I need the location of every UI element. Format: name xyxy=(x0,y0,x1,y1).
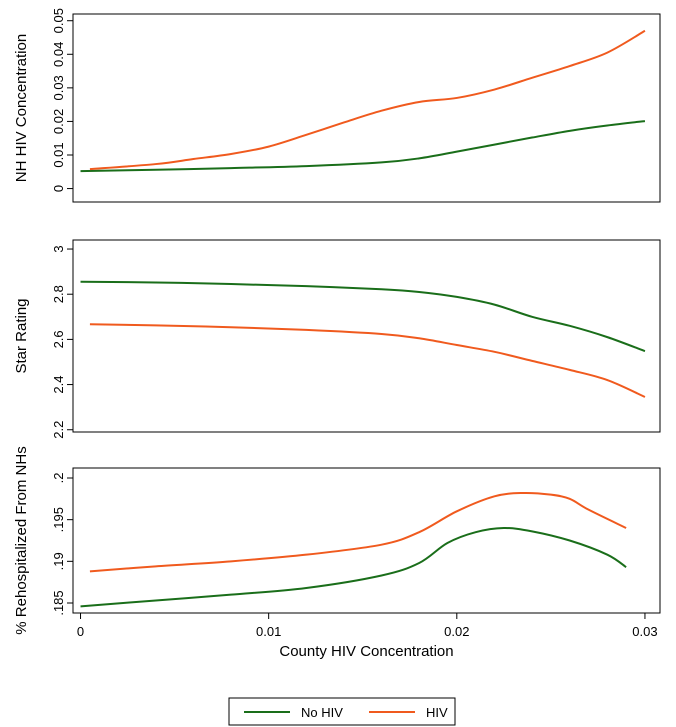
series-line-no-hiv xyxy=(80,280,646,353)
series-layer xyxy=(80,280,646,398)
series-line-hiv xyxy=(89,323,646,398)
y-tick-label: .2 xyxy=(51,473,66,484)
panel-star-rating: 2.2 2.4 2.6 2.8 3 Star Rating xyxy=(13,239,661,439)
y-tick-label: 2.6 xyxy=(51,330,66,348)
legend-label-no-hiv: No HIV xyxy=(301,705,343,720)
legend: No HIV HIV xyxy=(228,697,456,726)
y-tick-label: 0.03 xyxy=(51,75,66,100)
x-axis-label: County HIV Concentration xyxy=(279,643,453,660)
x-axis: 0 0.01 0.02 0.03 xyxy=(77,613,658,639)
panel-frame xyxy=(72,13,661,203)
x-tick-label: 0.03 xyxy=(632,624,657,639)
x-tick-label: 0.01 xyxy=(256,624,281,639)
y-tick-label: .195 xyxy=(51,507,66,532)
x-tick-label: 0 xyxy=(77,624,84,639)
y-tick-label: 0.04 xyxy=(51,42,66,67)
panel-rehospitalized: .185 .19 .195 .2 0 0.01 0.02 0.03 % Rehospital… xyxy=(13,446,661,660)
y-tick-label: 0.02 xyxy=(51,109,66,134)
series-layer xyxy=(80,29,646,173)
y-tick-label: 2.8 xyxy=(51,285,66,303)
series-line-hiv xyxy=(89,29,646,171)
y-tick-label: 0 xyxy=(51,185,66,192)
y-axis: .185 .19 .195 .2 xyxy=(51,473,73,616)
series-line-no-hiv xyxy=(80,526,627,608)
legend-label-hiv: HIV xyxy=(426,705,448,720)
y-tick-label: 0.01 xyxy=(51,142,66,167)
panel-frame xyxy=(72,467,661,614)
y-axis-label: Star Rating xyxy=(13,298,30,373)
series-line-no-hiv xyxy=(80,120,646,173)
y-tick-label: 2.4 xyxy=(51,376,66,394)
y-axis: 2.2 2.4 2.6 2.8 3 xyxy=(51,245,73,439)
y-tick-label: 3 xyxy=(51,245,66,252)
panel-nh-hiv-concentration: 0 0.01 0.02 0.03 0.04 0.05 NH HIV Concentrati… xyxy=(13,8,661,203)
y-tick-label: 2.2 xyxy=(51,421,66,439)
y-axis: 0 0.01 0.02 0.03 0.04 0.05 xyxy=(51,8,73,192)
series-layer xyxy=(80,491,627,608)
y-tick-label: 0.05 xyxy=(51,8,66,33)
y-axis-label: NH HIV Concentration xyxy=(13,34,30,182)
y-axis-label: % Rehospitalized From NHs xyxy=(13,446,30,634)
series-line-hiv xyxy=(89,491,627,573)
panel-frame xyxy=(72,239,661,433)
y-tick-label: .185 xyxy=(51,590,66,615)
y-tick-label: .19 xyxy=(51,552,66,570)
x-tick-label: 0.02 xyxy=(444,624,469,639)
